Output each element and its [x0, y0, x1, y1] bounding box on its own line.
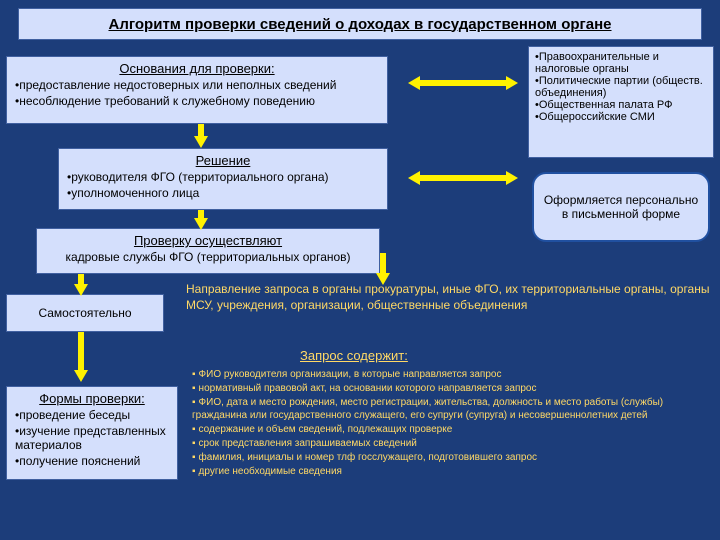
forms-item: •проведение беседы: [15, 408, 169, 422]
auth-item: •Правоохранительные и налоговые органы: [535, 51, 707, 75]
self-label: Самостоятельно: [38, 306, 131, 320]
arrow-left-icon: [408, 76, 420, 90]
grounds-box: Основания для проверки: •предоставление …: [6, 56, 388, 124]
arrow-down-icon: [74, 370, 88, 382]
check-box: Проверку осуществляют кадровые службы ФГ…: [36, 228, 380, 274]
decision-box: Решение •руководителя ФГО (территориальн…: [58, 148, 388, 210]
auth-item: •Общественная палата РФ: [535, 99, 707, 111]
arrow-stem: [380, 253, 386, 275]
request-item: ▪срок представления запрашиваемых сведен…: [192, 437, 716, 450]
grounds-item: •предоставление недостоверных или неполн…: [15, 78, 379, 92]
arrow-right-icon: [506, 76, 518, 90]
grounds-item: •несоблюдение требований к служебному по…: [15, 94, 379, 108]
decision-item: •руководителя ФГО (территориального орга…: [67, 170, 379, 184]
title: Алгоритм проверки сведений о доходах в г…: [108, 16, 611, 33]
forms-box: Формы проверки: •проведение беседы •изуч…: [6, 386, 178, 480]
arrow-down-icon: [376, 273, 390, 285]
request-heading: Запрос содержит:: [300, 348, 408, 363]
request-item: ▪ФИО, дата и место рождения, место регис…: [192, 396, 716, 422]
arrow-down-icon: [194, 218, 208, 230]
grounds-heading: Основания для проверки:: [15, 61, 379, 76]
arrow-down-icon: [74, 284, 88, 296]
arrow-stem: [419, 175, 507, 181]
request-item: ▪ФИО руководителя организации, в которые…: [192, 368, 716, 381]
decision-item: •уполномоченного лица: [67, 186, 379, 200]
bubble-box: Оформляется персонально в письменной фор…: [532, 172, 710, 242]
check-heading: Проверку осуществляют: [45, 233, 371, 248]
auth-item: •Политические партии (обществ. объединен…: [535, 75, 707, 99]
auth-item: •Общероссийские СМИ: [535, 111, 707, 123]
arrow-stem: [419, 80, 507, 86]
arrow-down-icon: [194, 136, 208, 148]
request-item: ▪содержание и объем сведений, подлежащих…: [192, 423, 716, 436]
arrow-stem: [78, 332, 84, 372]
request-item: ▪нормативный правовой акт, на основании …: [192, 382, 716, 395]
self-box: Самостоятельно: [6, 294, 164, 332]
decision-heading: Решение: [67, 153, 379, 168]
request-list: ▪ФИО руководителя организации, в которые…: [192, 368, 716, 479]
bubble-text: Оформляется персонально в письменной фор…: [542, 193, 700, 221]
authorities-box: •Правоохранительные и налоговые органы •…: [528, 46, 714, 158]
forms-heading: Формы проверки:: [15, 391, 169, 406]
request-item: ▪другие необходимые сведения: [192, 465, 716, 478]
forms-item: •изучение представленных материалов: [15, 424, 169, 452]
check-item: кадровые службы ФГО (территориальных орг…: [45, 250, 371, 264]
title-box: Алгоритм проверки сведений о доходах в г…: [18, 8, 702, 40]
forms-item: •получение пояснений: [15, 454, 169, 468]
request-item: ▪фамилия, инициалы и номер тлф госслужащ…: [192, 451, 716, 464]
arrow-right-icon: [506, 171, 518, 185]
direction-text: Направление запроса в органы прокуратуры…: [186, 282, 716, 313]
arrow-left-icon: [408, 171, 420, 185]
